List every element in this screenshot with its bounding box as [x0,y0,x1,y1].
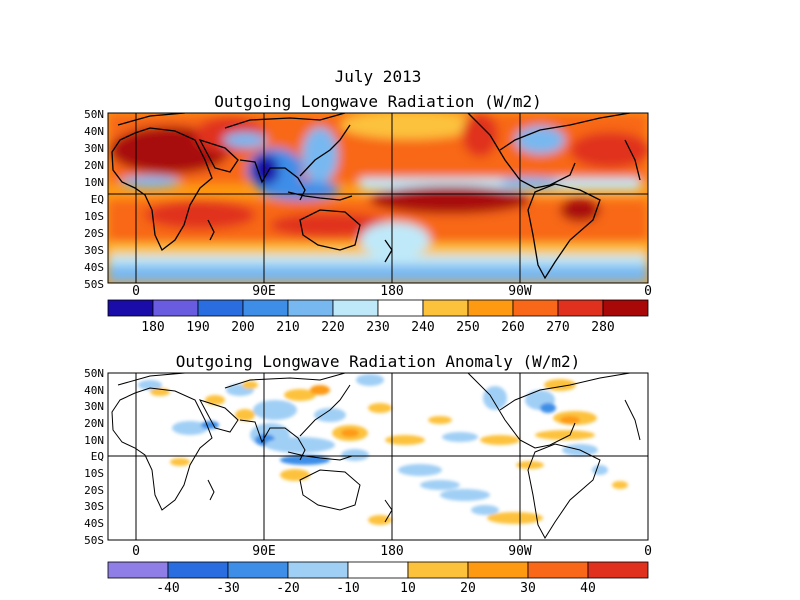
anom-lat-10s: 10S [84,467,104,480]
olr-field [108,113,648,283]
anom-lat-40s: 40S [84,517,104,530]
olr-lon-180: 180 [380,284,403,299]
anomaly-colorbar-swatch [167,561,229,579]
anom-lon-180: 180 [380,544,403,559]
olr-colorbar-label: 210 [276,320,299,335]
olr-colorbar-swatch [332,299,379,317]
olr-lat-30s: 30S [84,244,104,257]
olr-colorbar-swatch [602,299,649,317]
olr-colorbar-swatch [377,299,424,317]
anom-lat-eq: EQ [91,450,104,463]
olr-colorbar-label: 200 [231,320,254,335]
anomaly-lat-labels: 50N 40N 30N 20N 10N EQ 10S 20S 30S 40S 5… [84,367,104,547]
anomaly-colorbar-swatch [587,561,649,579]
olr-lon-labels: 0 90E 180 90W 0 [132,284,652,299]
olr-map [107,112,649,284]
anomaly-colorbar-label: -40 [156,581,179,596]
anom-lat-10n: 10N [84,434,104,447]
olr-coastlines [111,113,641,280]
olr-lat-10n: 10N [84,176,104,189]
olr-colorbar-label: 280 [591,320,614,335]
olr-lat-50n: 50N [84,108,104,121]
olr-lat-eq: EQ [91,193,104,206]
anomaly-colorbar-swatch [467,561,529,579]
olr-lat-40s: 40S [84,261,104,274]
olr-lat-30n: 30N [84,142,104,155]
olr-lon-0: 0 [132,284,140,299]
anom-lat-40n: 40N [84,384,104,397]
anomaly-colorbar-label: 30 [520,581,536,596]
anom-lat-20s: 20S [84,484,104,497]
date-title: July 2013 [335,67,422,86]
anomaly-colorbar-swatch [107,561,169,579]
olr-colorbar-swatch [287,299,334,317]
anom-lat-30s: 30S [84,500,104,513]
anom-lon-90w: 90W [508,544,532,559]
anomaly-colorbar-swatch [527,561,589,579]
anom-lat-30n: 30N [84,400,104,413]
anom-lon-0: 0 [132,544,140,559]
olr-lat-labels: 50N 40N 30N 20N 10N EQ 10S 20S 30S 40S 5… [84,108,104,291]
anomaly-colorbar-label: -10 [336,581,359,596]
anomaly-field [138,374,628,525]
olr-lat-50s: 50S [84,278,104,291]
anom-lat-50s: 50S [84,534,104,547]
anomaly-colorbar-swatch [287,561,349,579]
olr-lon-90e: 90E [252,284,275,299]
olr-colorbar-label: 270 [546,320,569,335]
olr-colorbar-label: 250 [456,320,479,335]
olr-colorbar-swatch [197,299,244,317]
olr-colorbar-swatch [512,299,559,317]
anom-lon-0-east: 0 [644,544,652,559]
anom-lon-90e: 90E [252,544,275,559]
olr-colorbar-swatch [242,299,289,317]
anomaly-colorbar-swatch [347,561,409,579]
anomaly-map-title: Outgoing Longwave Radiation Anomaly (W/m… [176,352,581,371]
olr-lat-20s: 20S [84,227,104,240]
olr-map-title: Outgoing Longwave Radiation (W/m2) [214,92,542,111]
anomaly-colorbar-label: -20 [276,581,299,596]
anom-lat-50n: 50N [84,367,104,380]
olr-colorbar-label: 240 [411,320,434,335]
anomaly-map [107,372,649,541]
anomaly-colorbar-swatch [227,561,289,579]
olr-colorbar-label: 190 [186,320,209,335]
olr-lat-40n: 40N [84,125,104,138]
olr-colorbar-label: 220 [321,320,344,335]
olr-lon-0-east: 0 [644,284,652,299]
anom-lat-20n: 20N [84,417,104,430]
anomaly-colorbar-label: 20 [460,581,476,596]
olr-colorbar-swatch [557,299,604,317]
anomaly-lon-labels: 0 90E 180 90W 0 [132,544,652,559]
olr-colorbar-swatch [107,299,154,317]
olr-colorbar-swatch [152,299,199,317]
olr-colorbar: 180 190 200 210 220 230 240 250 260 270 280 [107,299,649,335]
olr-colorbar-label: 260 [501,320,524,335]
olr-colorbar-label: 180 [141,320,164,335]
olr-colorbar-swatch [467,299,514,317]
anomaly-colorbar-label: 10 [400,581,416,596]
olr-lat-10s: 10S [84,210,104,223]
anomaly-colorbar: -40 -30 -20 -10 10 20 30 40 [107,561,649,596]
olr-colorbar-label: 230 [366,320,389,335]
anomaly-colorbar-label: -30 [216,581,239,596]
olr-lon-90w: 90W [508,284,532,299]
olr-colorbar-swatch [422,299,469,317]
anomaly-coastlines [111,373,641,539]
anomaly-colorbar-swatch [407,561,469,579]
anomaly-colorbar-label: 40 [580,581,596,596]
olr-lat-20n: 20N [84,159,104,172]
